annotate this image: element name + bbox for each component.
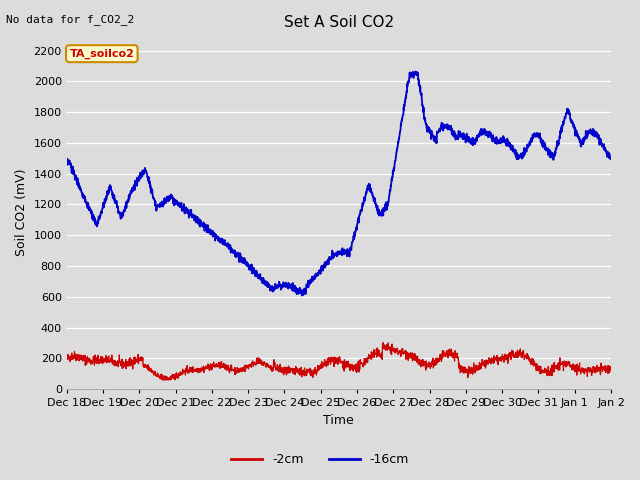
Text: No data for f_CO2_2: No data for f_CO2_2 (6, 14, 134, 25)
Y-axis label: Soil CO2 (mV): Soil CO2 (mV) (15, 168, 28, 256)
X-axis label: Time: Time (323, 414, 354, 427)
Title: Set A Soil CO2: Set A Soil CO2 (284, 15, 394, 30)
Legend: -2cm, -16cm: -2cm, -16cm (226, 448, 414, 471)
Text: TA_soilco2: TA_soilco2 (69, 48, 134, 59)
